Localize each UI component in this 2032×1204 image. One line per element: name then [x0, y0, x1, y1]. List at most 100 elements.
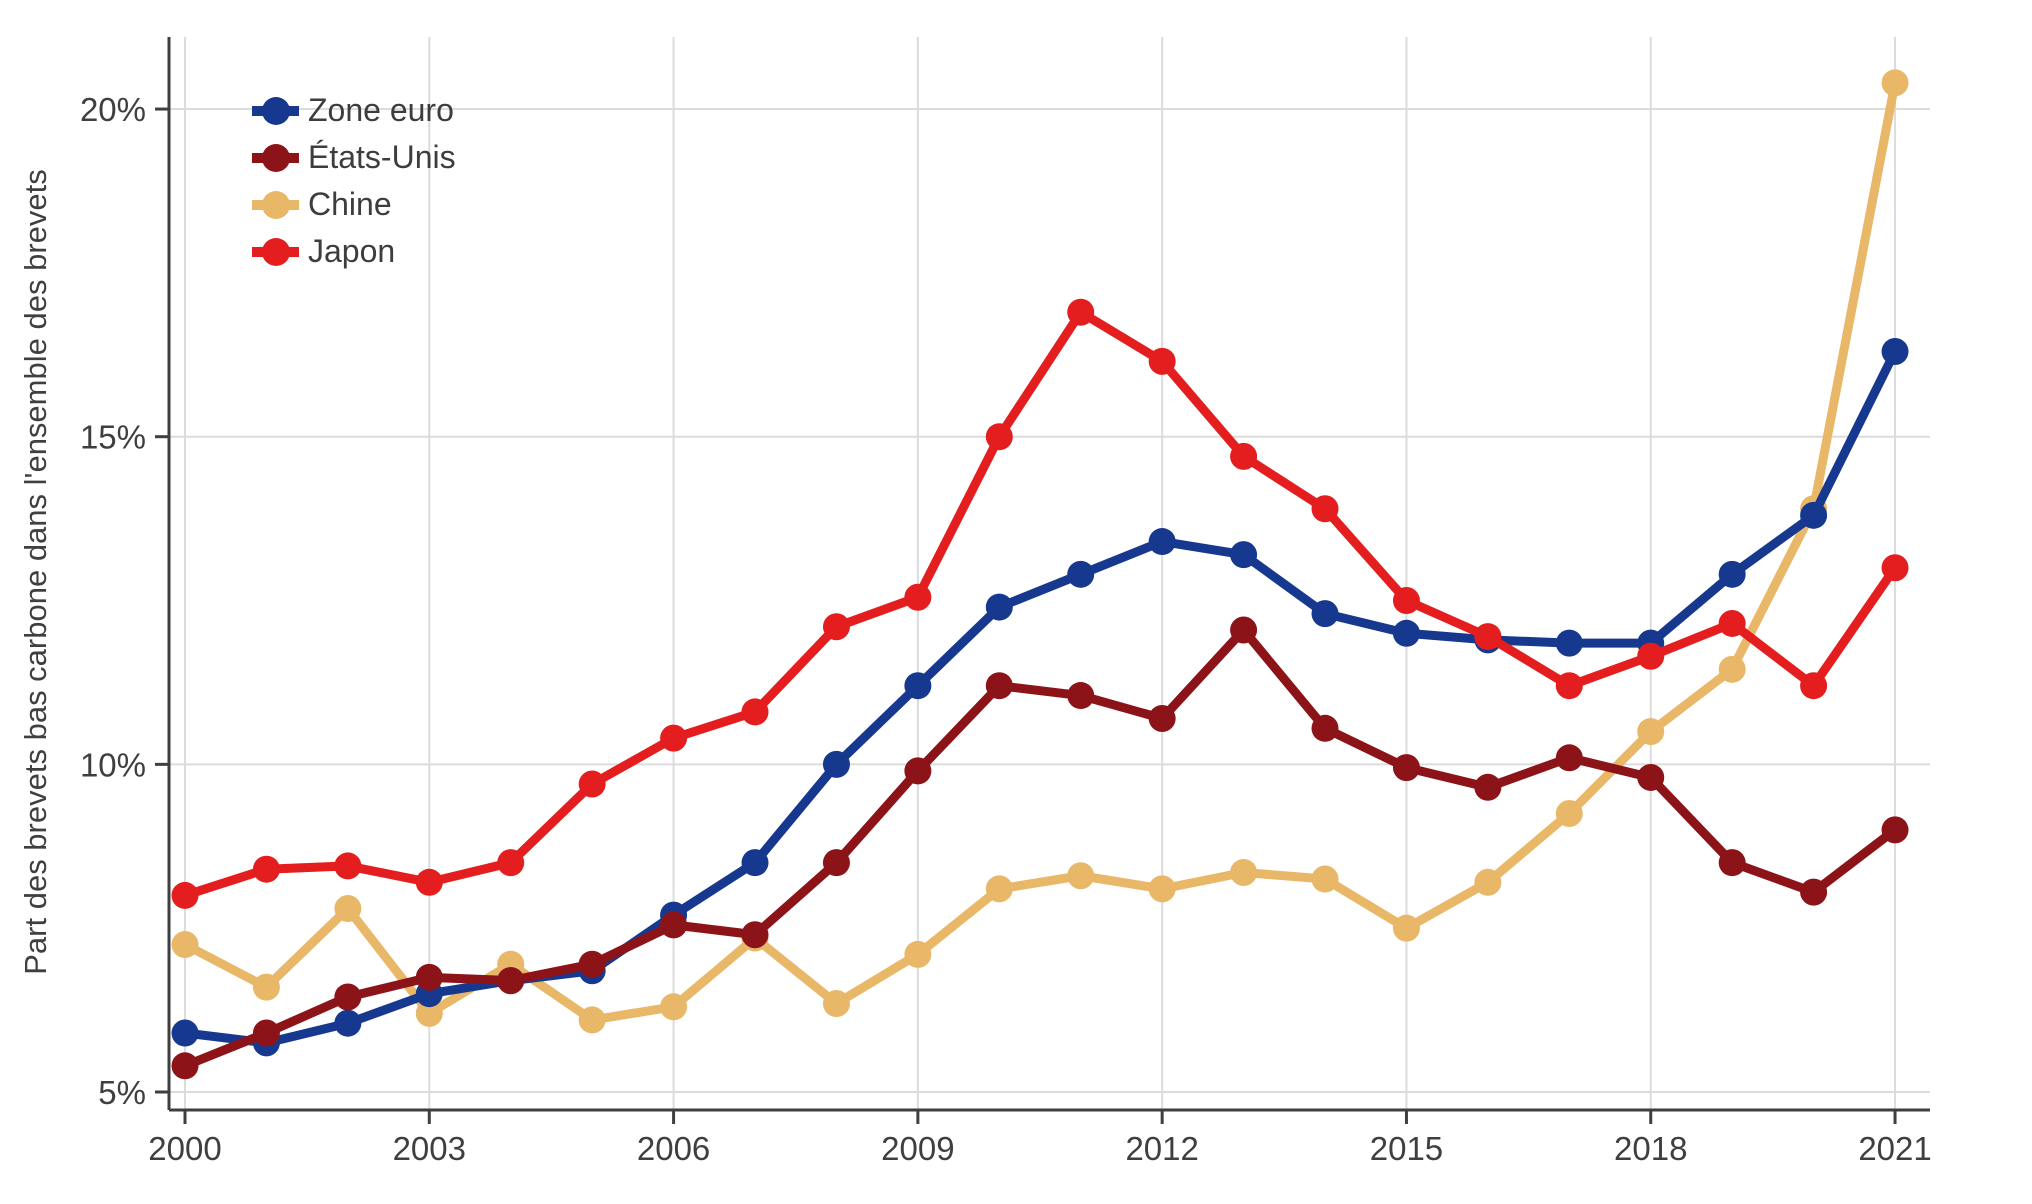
data-point: [252, 855, 280, 883]
data-point: [1392, 754, 1420, 782]
data-point: [1881, 554, 1909, 582]
series-japon: [171, 298, 1909, 909]
data-point: [985, 423, 1013, 451]
chine-line-marker-icon: [252, 190, 299, 219]
data-point: [1881, 69, 1909, 97]
data-point: [904, 583, 932, 611]
data-point: [1230, 541, 1258, 569]
data-point: [1311, 600, 1339, 628]
data-point: [1230, 616, 1258, 644]
data-point: [171, 931, 199, 959]
legend-item-chine: Chine: [252, 186, 456, 222]
data-point: [1148, 875, 1176, 903]
data-point: [1637, 763, 1665, 791]
x-tick-label-2000: 2000: [148, 1130, 221, 1167]
data-point: [1555, 629, 1583, 657]
data-point: [1800, 501, 1828, 529]
data-point: [822, 849, 850, 877]
series-lines: [171, 69, 1909, 1080]
data-point: [171, 881, 199, 909]
series--tats-unis: [171, 616, 1909, 1080]
data-point: [1067, 560, 1095, 588]
y-tick-label-10: 10%: [80, 746, 146, 783]
data-point: [1718, 849, 1746, 877]
x-tick-label-2021: 2021: [1858, 1130, 1931, 1167]
data-point: [1555, 744, 1583, 772]
data-point: [1637, 718, 1665, 746]
data-point: [1881, 816, 1909, 844]
x-tick-label-2006: 2006: [637, 1130, 710, 1167]
legend-label-zone-euro: Zone euro: [308, 92, 454, 128]
series-zone-euro: [171, 338, 1909, 1057]
data-point: [578, 770, 606, 798]
data-point: [1148, 704, 1176, 732]
data-point: [171, 1052, 199, 1080]
data-point: [741, 921, 769, 949]
data-point: [660, 724, 688, 752]
data-point: [1392, 619, 1420, 647]
data-point: [1718, 655, 1746, 683]
legend-item-japon: Japon: [252, 233, 456, 269]
data-point: [985, 672, 1013, 700]
data-point: [660, 993, 688, 1021]
x-tick-label-2003: 2003: [393, 1130, 466, 1167]
data-point: [334, 1009, 362, 1037]
data-point: [985, 593, 1013, 621]
data-point: [415, 868, 443, 896]
data-point: [660, 911, 688, 939]
data-point: [1881, 338, 1909, 366]
data-point: [822, 613, 850, 641]
data-point: [497, 849, 525, 877]
legend-label-chine: Chine: [308, 186, 392, 222]
data-point: [1230, 442, 1258, 470]
data-point: [1800, 878, 1828, 906]
data-point: [904, 672, 932, 700]
data-point: [1474, 773, 1502, 801]
data-point: [1555, 799, 1583, 827]
data-point: [1311, 865, 1339, 893]
data-point: [415, 999, 443, 1027]
data-point: [1067, 682, 1095, 710]
data-point: [822, 750, 850, 778]
data-point: [1067, 862, 1095, 890]
y-axis-title: Part des brevets bas carbone dans l'ense…: [18, 169, 53, 975]
data-point: [497, 967, 525, 995]
data-point: [1311, 714, 1339, 742]
data-point: [334, 983, 362, 1011]
legend-label-etats-unis: États-Unis: [308, 139, 456, 175]
data-point: [171, 1019, 199, 1047]
data-point: [1067, 298, 1095, 326]
data-point: [415, 963, 443, 991]
data-point: [741, 698, 769, 726]
data-point: [1230, 858, 1258, 886]
data-point: [578, 1006, 606, 1034]
x-tick-label-2018: 2018: [1614, 1130, 1687, 1167]
data-point: [252, 973, 280, 1001]
data-point: [1555, 672, 1583, 700]
data-point: [334, 895, 362, 923]
data-point: [1718, 609, 1746, 637]
data-point: [1637, 642, 1665, 670]
tick-marks: [155, 107, 1897, 1124]
data-point: [1392, 587, 1420, 615]
data-point: [904, 757, 932, 785]
data-point: [578, 950, 606, 978]
legend-item-etats-unis: États-Unis: [252, 139, 456, 175]
x-tick-label-2009: 2009: [881, 1130, 954, 1167]
data-point: [1148, 528, 1176, 556]
etats-unis-line-marker-icon: [252, 143, 299, 172]
data-point: [1800, 672, 1828, 700]
data-point: [985, 875, 1013, 903]
x-tick-label-2015: 2015: [1370, 1130, 1443, 1167]
x-tick-label-2012: 2012: [1125, 1130, 1198, 1167]
data-point: [252, 1019, 280, 1047]
data-point: [1474, 623, 1502, 651]
data-point: [1311, 495, 1339, 523]
legend-item-zone-euro: Zone euro: [252, 92, 456, 128]
tick-labels: 5% 10% 15% 20% 2000 2003 2006 2009 2012 2015 2018 2…: [80, 91, 1932, 1167]
legend-label-japon: Japon: [308, 233, 396, 269]
data-point: [334, 852, 362, 880]
data-point: [741, 849, 769, 877]
